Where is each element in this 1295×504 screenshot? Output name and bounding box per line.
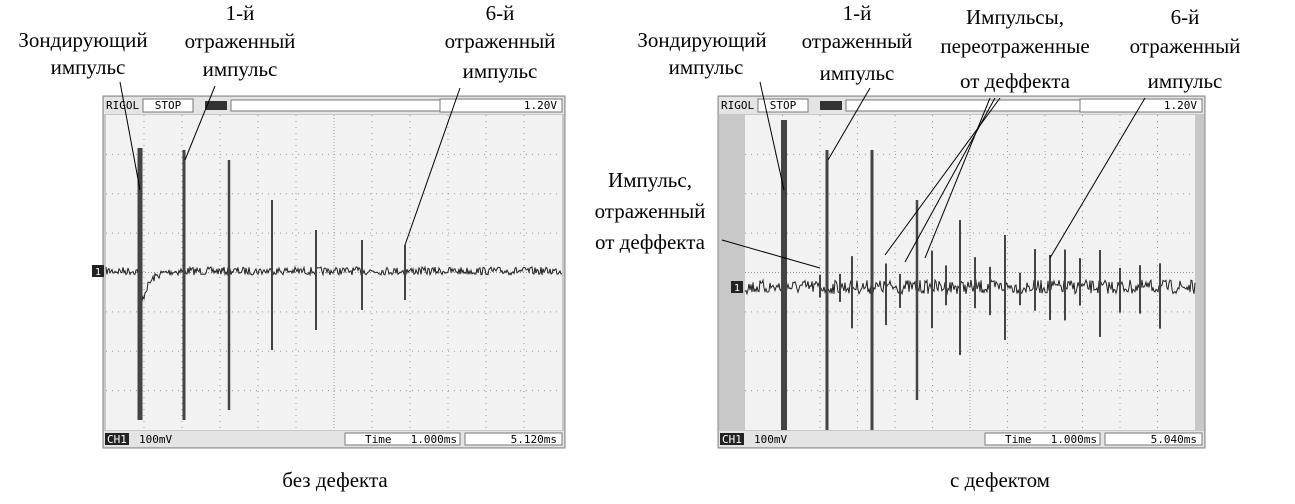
pulse [931, 251, 933, 329]
volts-per-div: 100mV [139, 433, 172, 446]
annotation: 6-й [486, 1, 515, 25]
pulse [1099, 250, 1101, 337]
pulse [899, 274, 901, 308]
pulse [871, 150, 874, 430]
time-label: Time [365, 433, 392, 446]
pulse [315, 230, 317, 330]
annotation: от деффекта [595, 230, 706, 254]
annotation: 1-й [843, 1, 872, 25]
pulse [1004, 235, 1006, 340]
annotation: Импульсы, [966, 5, 1064, 29]
offset: 5.040ms [1151, 433, 1197, 446]
channel: CH1 [107, 433, 127, 446]
pulse [1019, 273, 1021, 305]
brand: RIGOL [721, 99, 754, 112]
pulse [1159, 263, 1161, 328]
channel-marker: 1 [734, 283, 740, 294]
channel-marker: 1 [95, 267, 101, 278]
pulse [1119, 268, 1121, 313]
pulse [851, 256, 853, 328]
figure: RIGOL STOP 1.20V CH1 100mV Time 1.000ms 5.120ms… [0, 0, 1295, 504]
annotation: отраженный [1130, 34, 1241, 58]
annotation: импульс [1148, 69, 1223, 93]
pulse [819, 275, 821, 298]
pulse [839, 274, 841, 302]
status: STOP [770, 99, 797, 112]
annotation: от деффекта [960, 69, 1071, 93]
annotation: 1-й [226, 1, 255, 25]
timebase: 1.000ms [1051, 433, 1097, 446]
battery-icon [820, 101, 842, 110]
pulse [361, 240, 363, 310]
pulse [404, 245, 406, 300]
annotation: импульс [669, 55, 744, 79]
caption: без дефекта [282, 468, 388, 492]
pulse [1049, 255, 1051, 320]
pulse [916, 200, 919, 400]
pulse [1079, 258, 1081, 305]
offset: 5.120ms [511, 433, 557, 446]
trigger-level: 1.20V [524, 99, 557, 112]
annotation: Зондирующий [18, 28, 147, 52]
annotation: переотраженные [940, 34, 1089, 58]
pulse [885, 263, 887, 325]
annotation: импульс [51, 55, 126, 79]
channel: CH1 [722, 433, 742, 446]
pulse [1139, 265, 1141, 313]
timebase: 1.000ms [411, 433, 457, 446]
annotation: 6-й [1171, 5, 1200, 29]
time-label: Time [1005, 433, 1032, 446]
brand: RIGOL [106, 99, 139, 112]
pulse [959, 220, 961, 355]
caption: с дефектом [950, 468, 1050, 492]
pulse [228, 160, 231, 410]
annotation: отраженный [185, 29, 296, 53]
annotation: импульс [463, 59, 538, 83]
annotation: отраженный [445, 29, 556, 53]
pulse [974, 257, 976, 308]
volts-per-div: 100mV [754, 433, 787, 446]
annotation: импульс [203, 57, 278, 81]
annotation: отраженный [595, 199, 706, 223]
pulse [945, 265, 947, 305]
trigger-level: 1.20V [1164, 99, 1197, 112]
pulse [1064, 250, 1066, 321]
pulse [1034, 249, 1036, 311]
pulse [826, 150, 829, 430]
annotation: Зондирующий [637, 28, 766, 52]
annotation: импульс [820, 61, 895, 85]
annotation: Импульс, [608, 168, 692, 192]
status: STOP [155, 99, 182, 112]
annotation: отраженный [802, 29, 913, 53]
pulse [271, 200, 273, 350]
pulse [183, 150, 186, 420]
pulse [989, 267, 991, 315]
pulse [781, 120, 787, 430]
